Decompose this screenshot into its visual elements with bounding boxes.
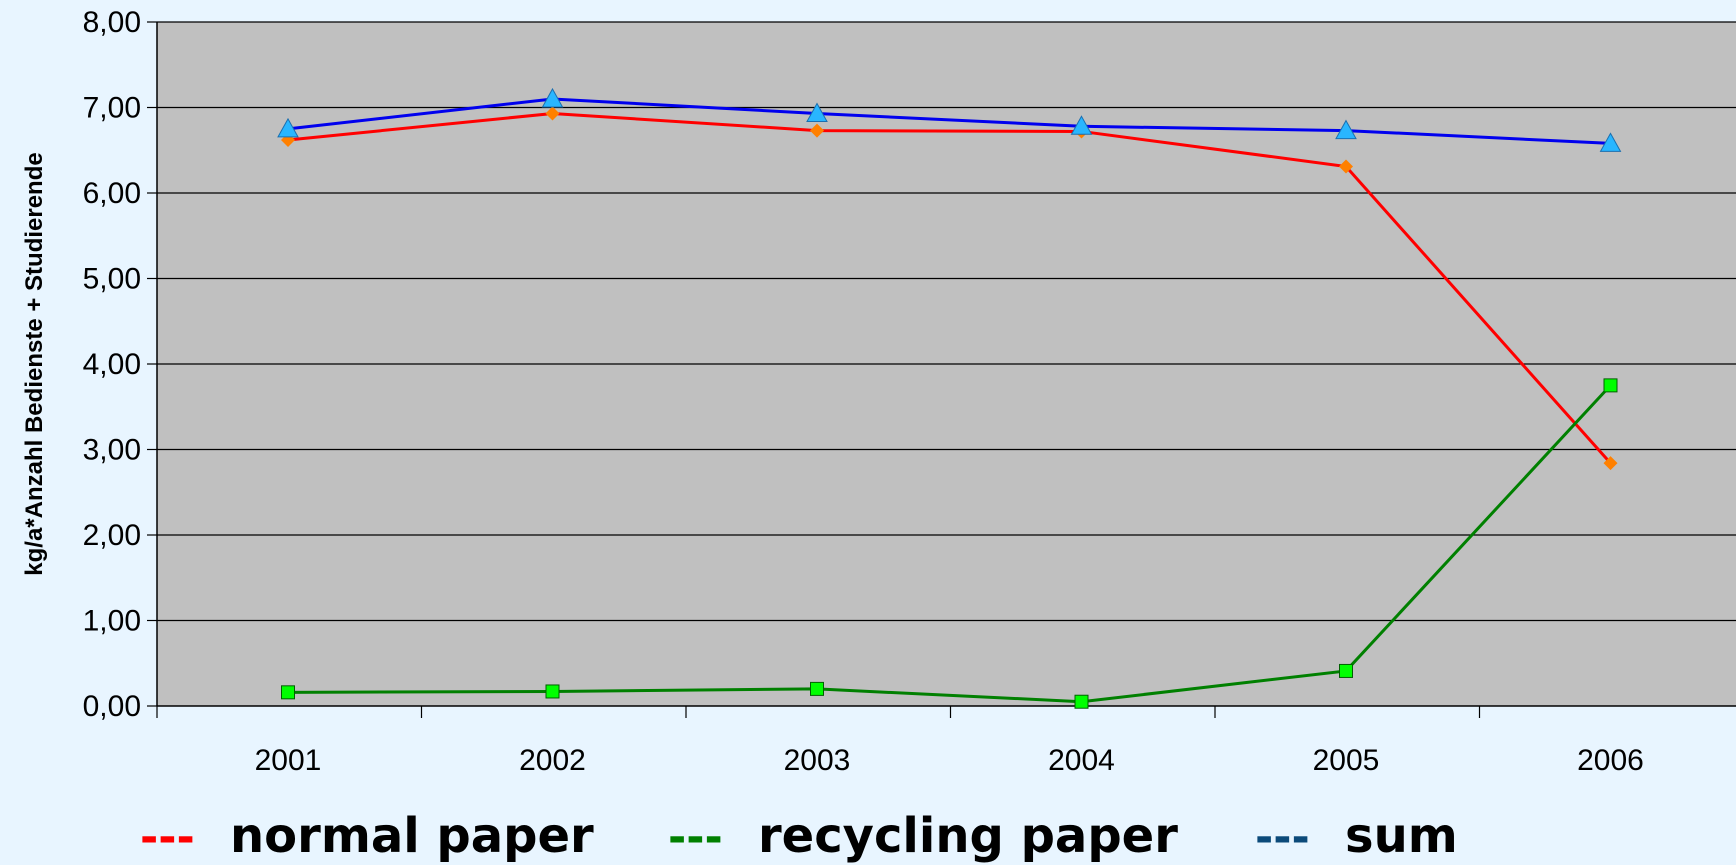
y-tick-label: 6,00	[83, 177, 141, 210]
x-tick-label: 2001	[255, 744, 322, 777]
data-point-marker	[1603, 378, 1618, 393]
data-point-marker	[1339, 159, 1353, 174]
data-point-marker	[806, 102, 828, 122]
x-tick-label: 2004	[1048, 744, 1115, 777]
data-point-marker	[1335, 119, 1357, 140]
y-tick-label: 7,00	[83, 92, 141, 125]
series-line	[287, 97, 1611, 145]
series-recycling-paper	[281, 378, 1618, 709]
data-point-marker	[277, 117, 299, 138]
data-point-marker	[810, 681, 824, 696]
y-tick-label: 8,00	[83, 6, 141, 39]
legend-swatch: ---	[1255, 812, 1310, 863]
data-point-marker	[1339, 663, 1353, 678]
y-axis-tick-labels: 0,00 1,00 2,00 3,00 4,00 5,00 6,00 7,00 8,00	[83, 6, 141, 723]
legend-item: --- sum	[1255, 808, 1458, 864]
series-line	[287, 384, 1612, 704]
data-point-marker	[1599, 132, 1622, 152]
series-sum	[277, 87, 1622, 152]
data-point-marker	[545, 106, 560, 121]
legend-label: normal paper	[230, 808, 594, 864]
legend: --- normal paper --- recycling paper --- sum	[140, 808, 1458, 864]
x-tick-label: 2003	[784, 744, 851, 777]
data-point-marker	[541, 87, 564, 108]
data-point-marker	[810, 123, 824, 138]
x-tick-label: 2002	[519, 744, 586, 777]
data-point-marker	[1070, 115, 1093, 135]
data-point-marker	[281, 685, 295, 700]
axes	[147, 21, 1736, 718]
y-tick-label: 4,00	[83, 348, 141, 381]
y-tick-label: 2,00	[83, 519, 141, 552]
data-point-marker	[1074, 694, 1089, 709]
data-point-marker	[1603, 456, 1618, 471]
y-axis-label: kg/a*Anzahl Bedienste + Studierende	[21, 152, 48, 575]
y-tick-label: 1,00	[83, 605, 141, 638]
x-tick-label: 2005	[1313, 744, 1380, 777]
legend-label: sum	[1345, 808, 1458, 864]
y-tick-label: 3,00	[83, 434, 141, 467]
y-tick-label: 0,00	[83, 690, 141, 723]
legend-swatch: ---	[140, 812, 195, 863]
gridlines	[157, 21, 1736, 622]
data-point-marker	[545, 684, 560, 699]
legend-item: --- normal paper	[140, 808, 594, 864]
legend-label: recycling paper	[758, 808, 1178, 864]
y-tick-label: 5,00	[83, 263, 141, 296]
series-group	[277, 87, 1622, 709]
legend-item: --- recycling paper	[668, 808, 1178, 864]
x-axis-tick-labels: 2001 2002 2003 2004 2005 2006	[255, 744, 1644, 777]
x-tick-label: 2006	[1577, 744, 1644, 777]
legend-swatch: ---	[668, 812, 723, 863]
series-line	[287, 111, 1612, 465]
